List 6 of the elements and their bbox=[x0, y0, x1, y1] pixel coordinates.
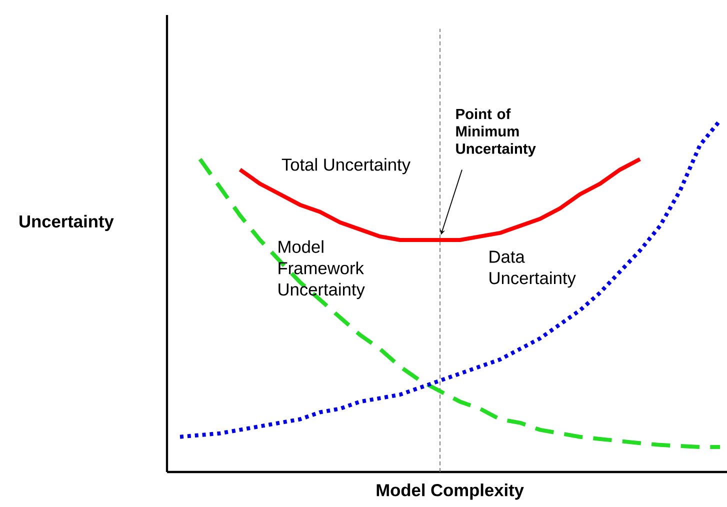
series-label: Model Framework Uncertainty bbox=[278, 240, 365, 300]
series-label: Total Uncertainty bbox=[282, 158, 410, 174]
series-label: Data Uncertainty bbox=[490, 250, 576, 288]
x-axis-title: Model Complexity bbox=[376, 484, 524, 500]
y-axis-title: Uncertainty bbox=[20, 214, 114, 232]
annotation: Point of Minimum Uncertainty bbox=[456, 108, 536, 157]
